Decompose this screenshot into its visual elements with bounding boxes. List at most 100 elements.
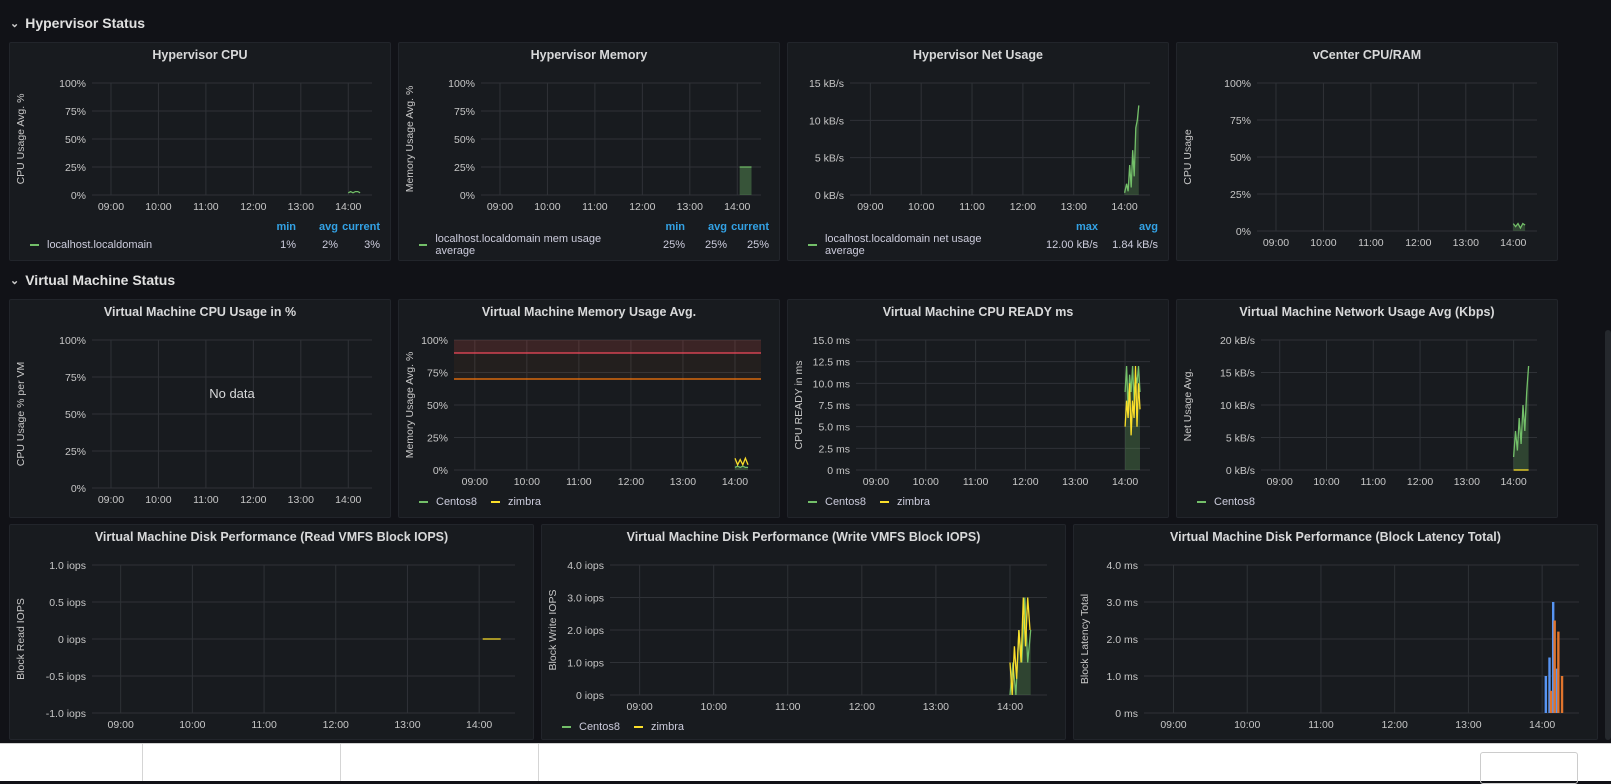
x-tick-label: 10:00 [145, 494, 171, 506]
stat-header-avg[interactable]: avg [319, 221, 338, 233]
row-header-vm[interactable]: ⌄ Virtual Machine Status [10, 267, 175, 293]
legend-series-name[interactable]: Centos8 [579, 721, 620, 733]
panel-title[interactable]: Virtual Machine Network Usage Avg (Kbps) [1239, 305, 1495, 319]
legend-stat-headers: min avg current [254, 221, 380, 233]
stat-header-avg[interactable]: avg [1139, 221, 1158, 233]
legend-item-centos8[interactable]: Centos8 [562, 721, 620, 733]
stat-header-min[interactable]: min [665, 221, 685, 233]
series-line [1512, 222, 1526, 230]
stat-header-current[interactable]: current [731, 221, 769, 233]
y-tick-label: 12.5 ms [813, 357, 850, 369]
legend-stat-headers: max avg [1038, 221, 1158, 233]
panel-disk-latency[interactable]: Virtual Machine Disk Performance (Block … [1073, 524, 1598, 740]
scrollbar[interactable] [1605, 330, 1611, 740]
legend-series-name[interactable]: zimbra [650, 721, 684, 733]
x-tick-label: 11:00 [1358, 237, 1384, 249]
y-axis-label: CPU Usage [1182, 129, 1194, 185]
legend-stat-values: 12.00 kB/s 1.84 kB/s [1038, 239, 1158, 251]
chevron-down-icon[interactable]: ⌄ [10, 274, 20, 287]
legend-series-row[interactable]: localhost.localdomain net usage average … [808, 233, 1158, 257]
legend-item-centos8[interactable]: Centos8 [1197, 496, 1255, 508]
grid [1261, 339, 1537, 471]
legend-item[interactable]: localhost.localdomain mem usage average [419, 233, 629, 257]
y-tick-label: 2.0 ms [1106, 634, 1138, 646]
legend-item-zimbra[interactable]: zimbra [490, 496, 541, 508]
panel-hypervisor-memory[interactable]: Hypervisor Memory 0% 25% 50% 75% 100% 09:00 10… [398, 42, 780, 261]
x-tick-label: 12:00 [240, 201, 266, 213]
legend-item-centos8[interactable]: Centos8 [419, 496, 477, 508]
legend-series-row[interactable]: localhost.localdomain mem usage average … [419, 233, 769, 257]
y-tick-label: 75% [65, 372, 86, 384]
panel-vcenter-cpu-ram[interactable]: vCenter CPU/RAM 0% 25% 50% 75% 100% 09:00 10:0… [1176, 42, 1558, 261]
y-tick-label: 5 kB/s [815, 153, 844, 165]
legend-item-zimbra[interactable]: zimbra [633, 721, 684, 733]
panel-hypervisor-cpu[interactable]: Hypervisor CPU 0% 25% 50% 75% 100% 09:00 10:00… [9, 42, 391, 261]
panel-disk-write-iops[interactable]: Virtual Machine Disk Performance (Write … [541, 524, 1066, 740]
legend-series-name[interactable]: zimbra [896, 496, 930, 508]
panel-title[interactable]: Virtual Machine Disk Performance (Block … [1170, 530, 1501, 544]
panel-disk-read-iops[interactable]: Virtual Machine Disk Performance (Read V… [9, 524, 534, 740]
grid [92, 564, 515, 714]
y-tick-label: 15 kB/s [809, 78, 844, 90]
x-tick-label: 09:00 [108, 719, 134, 731]
no-data-label: No data [209, 386, 255, 401]
series-line [734, 456, 749, 467]
series-line [1123, 105, 1140, 193]
stat-header-avg[interactable]: avg [708, 221, 727, 233]
legend-series-name[interactable]: zimbra [507, 496, 541, 508]
panel-vm-cpu-usage[interactable]: Virtual Machine CPU Usage in % 0% 25% 50% 7… [9, 299, 391, 518]
panel-vm-cpu-ready[interactable]: Virtual Machine CPU READY ms 0 ms 2.5 ms 5… [787, 299, 1169, 518]
panel-title[interactable]: Hypervisor Net Usage [913, 48, 1043, 62]
stat-header-max[interactable]: max [1075, 221, 1098, 233]
legend-item-zimbra[interactable]: zimbra [879, 496, 930, 508]
panel-hypervisor-net-usage[interactable]: Hypervisor Net Usage 0 kB/s 5 kB/s 10 kB/s… [787, 42, 1169, 261]
legend-series-name[interactable]: localhost.localdomain [47, 239, 153, 251]
legend-series-name[interactable]: Centos8 [825, 496, 866, 508]
x-tick-label: 10:00 [913, 476, 939, 488]
panel-vm-network-usage[interactable]: Virtual Machine Network Usage Avg (Kbps)… [1176, 299, 1558, 518]
stat-min: 25% [662, 239, 685, 251]
stat-header-current[interactable]: current [342, 221, 380, 233]
chevron-down-icon[interactable]: ⌄ [10, 17, 20, 30]
panel-title[interactable]: Hypervisor CPU [152, 48, 248, 62]
panel-title[interactable]: Hypervisor Memory [530, 48, 648, 62]
chart-vm-cpu: 0% 25% 50% 75% 100% 09:00 10:00 11:00 12:00 13:00… [15, 335, 372, 506]
panel-title[interactable]: Virtual Machine CPU READY ms [882, 305, 1074, 319]
grid [856, 339, 1150, 471]
legend-series-row[interactable]: localhost.localdomain 1% 2% 3% [30, 236, 380, 254]
x-tick-label: 13:00 [394, 719, 420, 731]
legend-item[interactable]: localhost.localdomain [30, 239, 152, 251]
y-tick-label: 25% [454, 162, 475, 174]
x-tick-label: 14:00 [1111, 201, 1137, 213]
panel-title[interactable]: Virtual Machine CPU Usage in % [103, 305, 297, 319]
panel-title[interactable]: Virtual Machine Memory Usage Avg. [481, 305, 697, 319]
y-tick-label: 50% [427, 400, 448, 412]
legend-series-name[interactable]: Centos8 [1214, 496, 1255, 508]
x-tick-label: 10:00 [179, 719, 205, 731]
chart-vm-network: 0 kB/s 5 kB/s 10 kB/s 15 kB/s 20 kB/s 09:00 10… [1182, 335, 1537, 488]
chart-vm-memory: 0% 25% 50% 75% 100% 09:00 10:00 11:00 12:00 13:00… [404, 335, 761, 488]
taskbar-button[interactable] [1480, 752, 1578, 784]
legend-series-name[interactable]: Centos8 [436, 496, 477, 508]
panel-title[interactable]: Virtual Machine Disk Performance (Read V… [94, 530, 449, 544]
series-line [1124, 365, 1141, 410]
legend-item[interactable]: localhost.localdomain net usage average [808, 233, 1024, 257]
stat-current: 3% [364, 239, 380, 251]
legend-series-name[interactable]: localhost.localdomain mem usage average [435, 233, 602, 257]
legend-swatch [633, 726, 643, 728]
legend: Centos8 zimbra [808, 493, 1158, 511]
legend-swatch [1197, 501, 1206, 503]
panel-title[interactable]: vCenter CPU/RAM [1312, 48, 1422, 62]
panel-title[interactable]: Virtual Machine Disk Performance (Write … [626, 530, 981, 544]
panel-vm-memory-usage[interactable]: Virtual Machine Memory Usage Avg. 0% 25% 5… [398, 299, 780, 518]
y-tick-label: -0.5 iops [46, 671, 86, 683]
legend-item-centos8[interactable]: Centos8 [808, 496, 866, 508]
x-tick-label: 12:00 [240, 494, 266, 506]
y-axis-label: Block Latency Total [1079, 594, 1091, 684]
legend-series-name[interactable]: localhost.localdomain net usage average [824, 233, 982, 257]
row-header-hypervisor[interactable]: ⌄ Hypervisor Status [10, 10, 145, 36]
x-tick-label: 11:00 [1361, 476, 1387, 488]
area-fill [1124, 105, 1139, 195]
x-tick-label: 11:00 [963, 476, 989, 488]
stat-header-min[interactable]: min [276, 221, 296, 233]
